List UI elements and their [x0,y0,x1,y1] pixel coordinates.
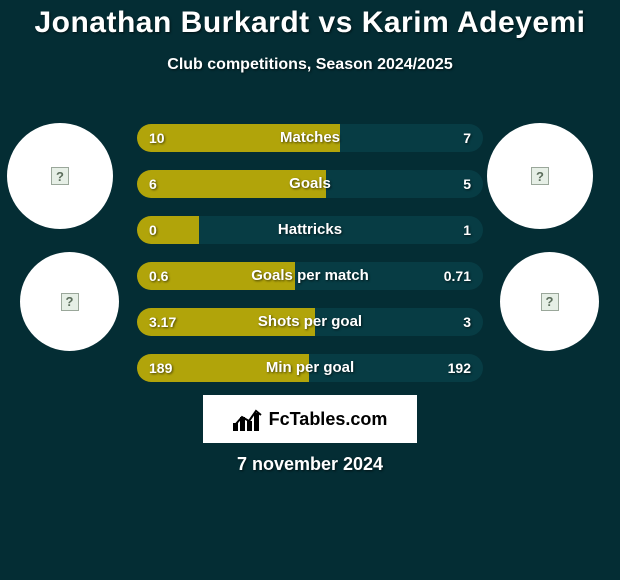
image-placeholder-icon: ? [51,167,69,185]
comparison-row: 65Goals [137,170,483,198]
page-title: Jonathan Burkardt vs Karim Adeyemi [0,0,620,40]
metric-label: Shots per goal [137,308,483,336]
comparison-row: 107Matches [137,124,483,152]
comparison-row: 0.60.71Goals per match [137,262,483,290]
metric-label: Goals [137,170,483,198]
logo-chart-icon [233,407,263,431]
image-placeholder-icon: ? [541,293,559,311]
metric-label: Matches [137,124,483,152]
image-placeholder-icon: ? [61,293,79,311]
comparison-row: 01Hattricks [137,216,483,244]
club-right-avatar: ? [500,252,599,351]
metric-label: Min per goal [137,354,483,382]
comparison-bars: 107Matches 65Goals 01Hattricks 0.60.71Goals… [137,124,483,400]
metric-label: Hattricks [137,216,483,244]
metric-label: Goals per match [137,262,483,290]
comparison-row: 3.173Shots per goal [137,308,483,336]
subtitle: Club competitions, Season 2024/2025 [0,56,620,74]
comparison-infographic: Jonathan Burkardt vs Karim Adeyemi Club … [0,0,620,580]
date-label: 7 november 2024 [0,454,620,475]
player-right-avatar: ? [487,123,593,229]
logo-text: FcTables.com [269,409,388,430]
comparison-row: 189192Min per goal [137,354,483,382]
club-left-avatar: ? [20,252,119,351]
fctables-logo: FcTables.com [203,395,417,443]
image-placeholder-icon: ? [531,167,549,185]
player-left-avatar: ? [7,123,113,229]
